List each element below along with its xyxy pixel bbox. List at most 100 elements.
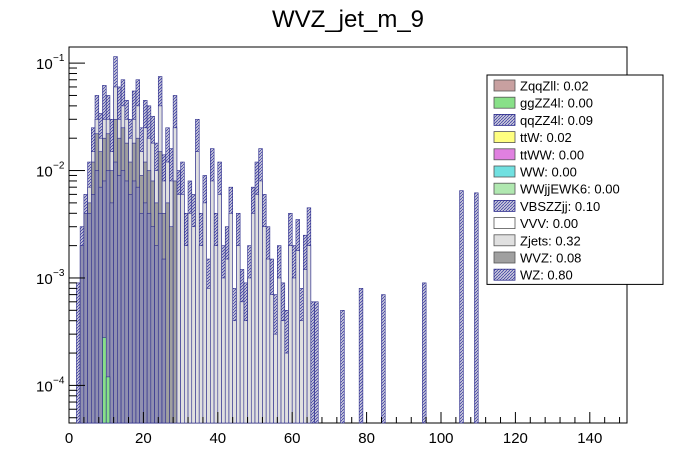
histogram-bars [76, 56, 479, 424]
bar-1-55 [273, 333, 278, 424]
y-tick-exponent: −4 [53, 375, 65, 386]
legend-entry: WZ: 0.80 [520, 268, 573, 283]
bar-3-7 [94, 170, 100, 424]
legend-swatch [493, 182, 516, 195]
bar-3-13 [117, 175, 122, 424]
bar-1-44 [232, 320, 237, 424]
legend-swatch [493, 79, 516, 92]
bar-1-40 [217, 194, 222, 424]
bar-1-41 [221, 277, 226, 424]
bar-1-48 [247, 277, 252, 424]
legend-swatch [493, 217, 516, 230]
bar-1-35 [198, 245, 204, 424]
bar-3-14 [120, 170, 126, 424]
bar-1-29 [176, 194, 181, 424]
bar-0-95 [422, 282, 427, 424]
bar-1-59 [288, 245, 293, 424]
bar-3-18 [135, 186, 140, 424]
bar-4-10 [105, 376, 111, 424]
legend-swatch [493, 96, 516, 109]
bar-1-56 [277, 277, 282, 424]
bar-3-25 [161, 258, 167, 424]
bar-1-46 [239, 301, 245, 424]
legend-entry: Zjets: 0.32 [520, 233, 581, 248]
bar-3-19 [139, 212, 144, 424]
bar-3-24 [157, 212, 163, 424]
legend-entry: VVV: 0.00 [520, 216, 578, 231]
x-tick-label: 100 [428, 430, 453, 447]
legend-box [486, 74, 664, 285]
bar-3-11 [109, 202, 114, 424]
legend-entry: WW: 0.00 [520, 165, 577, 180]
x-tick-label: 80 [358, 430, 375, 447]
legend-entry: WWjjEWK6: 0.00 [520, 182, 620, 197]
bar-1-30 [180, 194, 185, 424]
bar-1-42 [224, 258, 230, 424]
x-tick-label: 40 [209, 430, 226, 447]
bar-1-54 [269, 294, 274, 424]
bar-1-50 [254, 194, 260, 424]
y-tick-label: 10 [36, 271, 53, 288]
bar-0-84 [381, 294, 386, 424]
x-tick-label: 0 [65, 430, 73, 447]
bar-3-22 [150, 226, 155, 424]
bar-1-37 [206, 288, 211, 424]
y-axis: 10−410−310−210−1 [36, 53, 85, 419]
y-tick-label: 10 [36, 378, 53, 395]
y-tick-exponent: −1 [53, 53, 65, 64]
bar-3-3 [79, 245, 85, 424]
bar-3-17 [131, 180, 137, 424]
bar-3-6 [91, 194, 96, 424]
bar-4-9 [102, 337, 107, 424]
bar-3-5 [87, 212, 92, 424]
legend-entry: ggZZ4l: 0.00 [520, 96, 593, 111]
bar-1-63 [303, 269, 308, 424]
bar-3-23 [154, 245, 159, 424]
bar-1-52 [262, 226, 267, 424]
legend-entry: qqZZ4l: 0.09 [520, 113, 593, 128]
legend-swatch [493, 114, 516, 126]
bar-3-4 [83, 212, 88, 424]
y-tick-label: 10 [36, 164, 53, 181]
x-tick-label: 60 [284, 430, 301, 447]
bar-3-20 [143, 202, 148, 424]
bar-1-51 [258, 180, 263, 424]
bar-3-21 [146, 212, 152, 424]
bar-3-12 [113, 161, 118, 424]
bar-1-38 [210, 180, 215, 424]
bar-0-109 [474, 192, 479, 424]
bar-1-32 [187, 212, 193, 424]
bar-1-43 [228, 212, 233, 424]
bar-1-64 [306, 245, 312, 424]
chart-title: WVZ_jet_m_9 [272, 6, 424, 33]
bar-1-36 [202, 202, 207, 424]
y-tick-exponent: −3 [53, 268, 65, 279]
x-axis: 0 20 40 60 80 100 120 140 [65, 412, 621, 447]
bar-3-8 [98, 186, 103, 424]
bar-1-61 [295, 250, 300, 424]
bar-3-15 [124, 180, 129, 424]
bar-1-47 [243, 320, 248, 424]
bar-1-62 [299, 320, 304, 424]
bar-0-73 [340, 310, 345, 424]
bar-1-33 [191, 226, 196, 424]
bar-1-57 [280, 320, 286, 424]
legend-swatch [493, 268, 516, 281]
bar-1-60 [291, 277, 297, 424]
y-tick-label: 10 [36, 56, 53, 73]
bar-1-53 [265, 258, 271, 424]
bar-1-34 [195, 151, 200, 424]
x-tick-label: 20 [135, 430, 152, 447]
bar-0-105 [459, 190, 464, 424]
legend-entry: ttW: 0.02 [520, 130, 572, 145]
bar-1-49 [250, 212, 256, 424]
bar-0-65 [310, 301, 315, 424]
bar-1-45 [236, 245, 241, 424]
x-tick-label: 120 [503, 430, 528, 447]
legend-swatch [493, 131, 516, 144]
bar-1-58 [284, 352, 289, 424]
legend-entry: VBSZZjj: 0.10 [520, 199, 600, 214]
bar-1-39 [213, 245, 219, 424]
bar-2-27 [169, 226, 174, 424]
